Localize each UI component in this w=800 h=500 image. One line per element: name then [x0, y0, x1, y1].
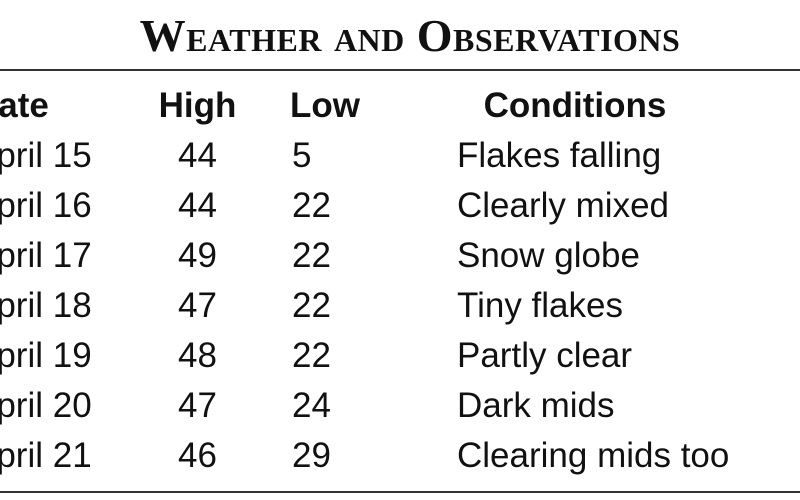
- date-cell: April 19: [0, 336, 92, 375]
- low-cell: 22: [292, 236, 331, 275]
- date-cell: April 16: [0, 186, 92, 225]
- conditions-cell: Flakes falling: [457, 136, 662, 175]
- column-header: High: [158, 86, 237, 125]
- date-cell: April 21: [0, 436, 92, 475]
- date-cell: April 18: [0, 286, 92, 325]
- conditions-cell: Snow globe: [457, 236, 640, 275]
- column-header: Conditions: [483, 86, 667, 125]
- column-header: Low: [290, 86, 360, 125]
- low-cell: 22: [292, 186, 331, 225]
- date-cell: April 20: [0, 386, 92, 425]
- column-header: Date: [0, 86, 49, 125]
- conditions-cell: Clearing mids too: [457, 436, 730, 475]
- high-cell: 46: [178, 436, 217, 475]
- high-cell: 49: [178, 236, 217, 275]
- conditions-cell: Dark mids: [457, 386, 615, 425]
- high-cell: 47: [178, 286, 217, 325]
- low-cell: 24: [292, 386, 331, 425]
- high-cell: 48: [178, 336, 217, 375]
- conditions-cell: Clearly mixed: [457, 186, 669, 225]
- bottom-rule: [0, 491, 800, 493]
- conditions-cell: Tiny flakes: [457, 286, 623, 325]
- title: Weather and Observations: [139, 10, 681, 61]
- high-cell: 47: [178, 386, 217, 425]
- top-rule: [0, 69, 800, 71]
- low-cell: 22: [292, 336, 331, 375]
- date-cell: April 15: [0, 136, 92, 175]
- date-cell: April 17: [0, 236, 92, 275]
- low-cell: 22: [292, 286, 331, 325]
- high-cell: 44: [178, 136, 217, 175]
- conditions-cell: Partly clear: [457, 336, 633, 375]
- low-cell: 5: [292, 136, 312, 175]
- high-cell: 44: [178, 186, 217, 225]
- low-cell: 29: [292, 436, 331, 475]
